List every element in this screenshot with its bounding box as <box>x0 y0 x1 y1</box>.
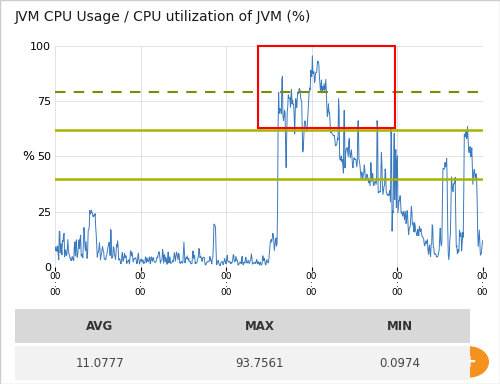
Text: +: + <box>461 353 476 371</box>
Text: 0.0974: 0.0974 <box>380 357 420 370</box>
Bar <box>258 46 395 128</box>
Circle shape <box>449 347 488 377</box>
Text: AVG: AVG <box>86 319 114 333</box>
Text: JVM CPU Usage / CPU utilization of JVM (%): JVM CPU Usage / CPU utilization of JVM (… <box>15 10 312 23</box>
Text: 11.0777: 11.0777 <box>76 357 124 370</box>
Text: MAX: MAX <box>245 319 275 333</box>
Text: MIN: MIN <box>387 319 413 333</box>
Text: 93.7561: 93.7561 <box>236 357 284 370</box>
Y-axis label: %: % <box>22 150 34 163</box>
